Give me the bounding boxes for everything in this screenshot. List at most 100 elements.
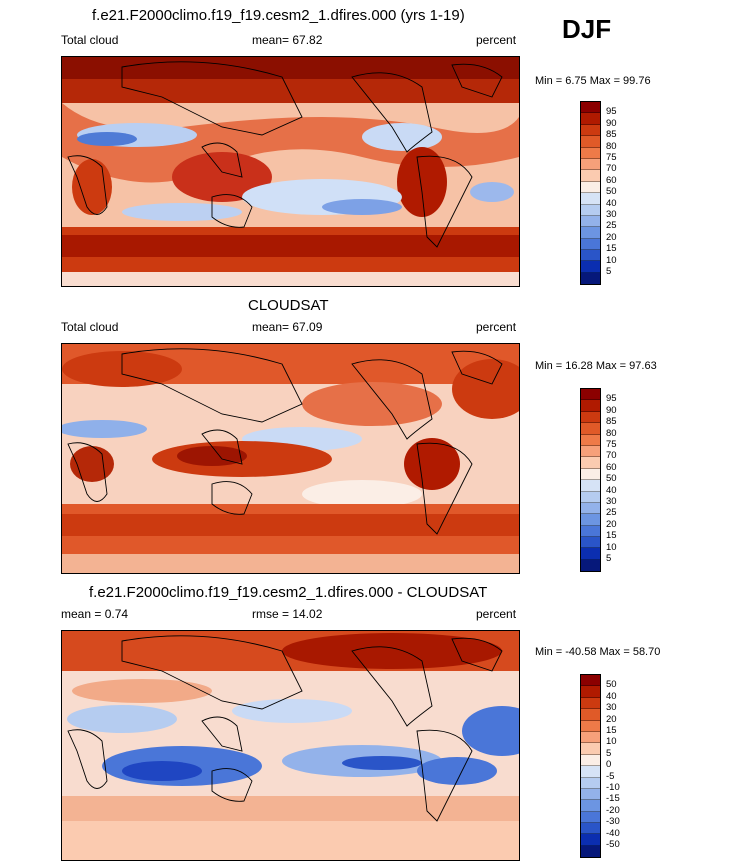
panel1-variable: Total cloud	[61, 33, 119, 47]
colorbar-swatch	[581, 445, 600, 458]
colorbar-swatch	[581, 400, 600, 412]
colorbar-swatch	[581, 250, 600, 262]
colorbar-tick-label: 95	[606, 106, 617, 118]
colorbar-swatch	[581, 559, 600, 572]
colorbar-tick-label: -30	[606, 816, 620, 828]
colorbar-tick-label: 15	[606, 530, 617, 542]
colorbar-tick-label: 30	[606, 209, 617, 220]
colorbar-swatch	[581, 215, 600, 228]
colorbar-swatch	[581, 743, 600, 755]
colorbar-swatch	[581, 170, 600, 182]
panel1-colorbar	[580, 101, 601, 286]
colorbar-tick-label: 70	[606, 450, 617, 462]
colorbar-swatch	[581, 468, 600, 481]
panel3-rmse: rmse = 14.02	[252, 607, 323, 621]
colorbar-tick-label: -15	[606, 793, 620, 805]
colorbar-swatch	[581, 102, 600, 114]
colorbar-tick-label: -40	[606, 827, 620, 839]
colorbar-tick-label: 90	[606, 117, 617, 129]
colorbar-swatch	[581, 238, 600, 251]
panel2-map	[61, 343, 520, 574]
colorbar-tick-label: 60	[606, 174, 617, 186]
colorbar-swatch	[581, 777, 600, 789]
colorbar-swatch	[581, 204, 600, 216]
colorbar-tick-label: 40	[606, 690, 617, 702]
panel1-field	[62, 57, 519, 286]
colorbar-tick-label: 5	[606, 553, 612, 564]
panel2-mean: mean= 67.09	[252, 320, 323, 334]
colorbar-swatch	[581, 457, 600, 469]
colorbar-tick-label: 80	[606, 140, 617, 152]
panel3-map	[61, 630, 520, 861]
colorbar-swatch	[581, 272, 600, 285]
colorbar-tick-label: 20	[606, 518, 617, 530]
colorbar-tick-label: 50	[606, 473, 617, 485]
colorbar-swatch	[581, 389, 600, 401]
colorbar-tick-label: 40	[606, 484, 617, 496]
colorbar-swatch	[581, 731, 600, 744]
panel1-units: percent	[476, 33, 517, 47]
colorbar-tick-label: 60	[606, 461, 617, 473]
colorbar-tick-label: 20	[606, 231, 617, 243]
colorbar-tick-label: -5	[606, 770, 615, 782]
colorbar-swatch	[581, 227, 600, 239]
colorbar-swatch	[581, 720, 600, 732]
colorbar-tick-label: 80	[606, 427, 617, 439]
panel2-minmax: Min = 16.28 Max = 97.63	[535, 360, 657, 372]
panel1-mean: mean= 67.82	[252, 33, 323, 47]
colorbar-swatch	[581, 136, 600, 148]
colorbar-swatch	[581, 834, 600, 846]
colorbar-tick-label: 5	[606, 266, 612, 277]
panel1-title: f.e21.F2000climo.f19_f19.cesm2_1.dfires.…	[92, 7, 465, 24]
colorbar-swatch	[581, 124, 600, 137]
colorbar-swatch	[581, 502, 600, 515]
colorbar-tick-label: -50	[606, 839, 620, 850]
colorbar-tick-label: 25	[606, 507, 617, 519]
colorbar-swatch	[581, 697, 600, 710]
colorbar-tick-label: 5	[606, 747, 612, 759]
colorbar-tick-label: 30	[606, 702, 617, 714]
colorbar-swatch	[581, 158, 600, 171]
colorbar-tick-label: 15	[606, 725, 617, 736]
colorbar-swatch	[581, 423, 600, 435]
panel2-title: CLOUDSAT	[248, 297, 329, 314]
colorbar-swatch	[581, 411, 600, 424]
colorbar-tick-label: 75	[606, 439, 617, 450]
colorbar-swatch	[581, 434, 600, 446]
panel2-colorbar	[580, 388, 601, 573]
panel3-colorbar	[580, 674, 601, 859]
colorbar-swatch	[581, 480, 600, 492]
panel3-field	[62, 631, 519, 860]
colorbar-tick-label: 0	[606, 759, 612, 771]
colorbar-tick-label: -20	[606, 804, 620, 816]
colorbar-swatch	[581, 788, 600, 801]
colorbar-swatch	[581, 147, 600, 159]
colorbar-swatch	[581, 709, 600, 721]
colorbar-tick-label: 40	[606, 197, 617, 209]
colorbar-tick-label: 10	[606, 736, 617, 748]
colorbar-swatch	[581, 261, 600, 273]
colorbar-swatch	[581, 548, 600, 560]
colorbar-tick-label: 85	[606, 129, 617, 141]
colorbar-swatch	[581, 491, 600, 503]
colorbar-swatch	[581, 845, 600, 858]
panel3-minmax: Min = -40.58 Max = 58.70	[535, 646, 661, 658]
colorbar-swatch	[581, 811, 600, 824]
colorbar-swatch	[581, 537, 600, 549]
panel1-map	[61, 56, 520, 287]
panel3-mean: mean = 0.74	[61, 607, 129, 621]
colorbar-swatch	[581, 686, 600, 698]
panel3-units: percent	[476, 607, 517, 621]
panel2-variable: Total cloud	[61, 320, 119, 334]
colorbar-tick-label: 50	[606, 679, 617, 691]
colorbar-tick-label: 90	[606, 404, 617, 416]
colorbar-swatch	[581, 525, 600, 538]
colorbar-tick-label: 25	[606, 220, 617, 232]
colorbar-swatch	[581, 514, 600, 526]
season-label: DJF	[562, 14, 612, 44]
colorbar-tick-label: 20	[606, 713, 617, 725]
colorbar-swatch	[581, 766, 600, 778]
colorbar-tick-label: 70	[606, 163, 617, 175]
colorbar-tick-label: -10	[606, 782, 620, 793]
colorbar-tick-label: 95	[606, 393, 617, 405]
